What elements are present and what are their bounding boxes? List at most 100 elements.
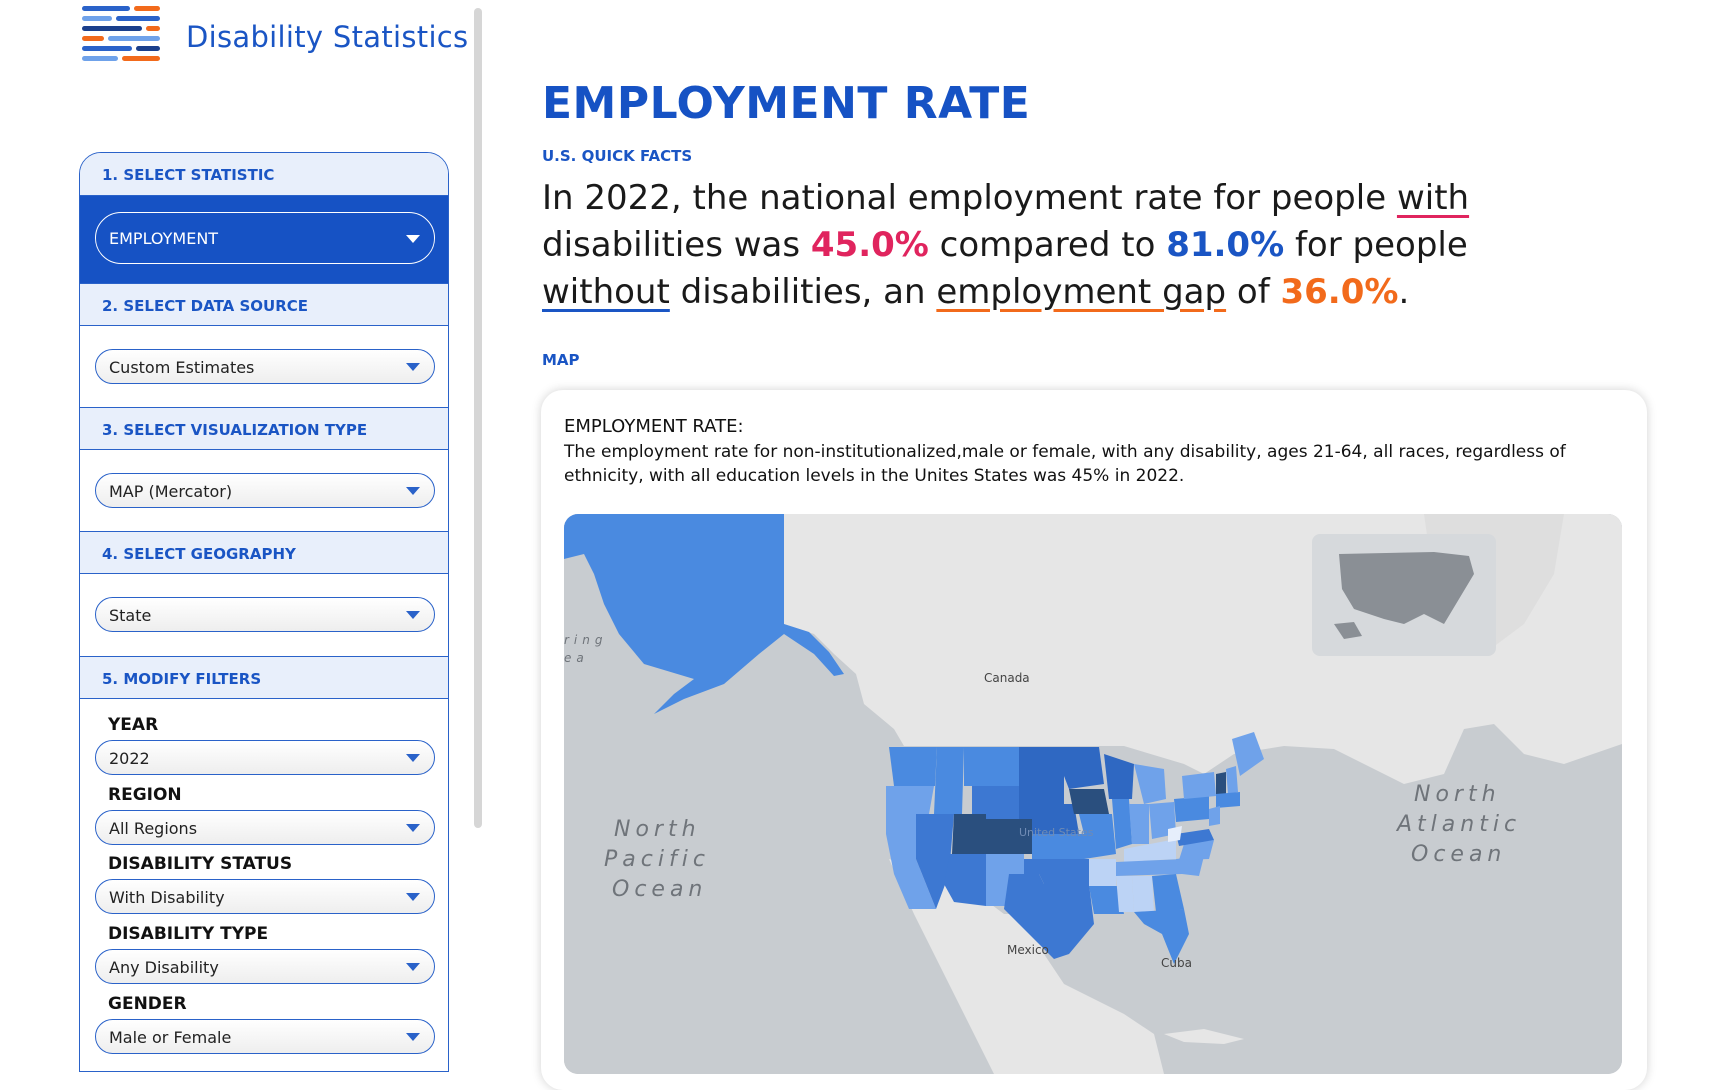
employment-gap-link[interactable]: employment gap — [936, 272, 1227, 312]
label-nao-1: North — [1414, 782, 1501, 807]
inset-us-shape — [1339, 552, 1474, 624]
state-nh[interactable] — [1226, 766, 1238, 794]
without-link[interactable]: without — [542, 272, 670, 312]
choropleth-map[interactable]: Canada Mexico Cuba United States ring ea… — [564, 514, 1622, 1074]
state-fl[interactable] — [1134, 909, 1189, 964]
state-la[interactable] — [1089, 886, 1124, 914]
data-source-select[interactable]: Custom Estimates — [95, 349, 435, 384]
state-wi[interactable] — [1104, 754, 1134, 799]
state-al[interactable] — [1132, 876, 1154, 912]
with-link[interactable]: with — [1396, 178, 1470, 218]
label-mexico: Mexico — [1007, 943, 1049, 957]
gender-select[interactable]: Male or Female — [95, 1019, 435, 1054]
section-heading-statistic: 1. SELECT STATISTIC — [80, 153, 448, 196]
us-states[interactable] — [886, 732, 1264, 964]
visualization-select[interactable]: MAP (Mercator) — [95, 473, 435, 508]
year-select[interactable]: 2022 — [95, 740, 435, 775]
mexico-land — [889, 859, 1164, 1074]
state-mo[interactable] — [1079, 814, 1116, 859]
label-npo-2: Pacific — [604, 847, 710, 872]
state-ky[interactable] — [1124, 839, 1176, 862]
chevron-down-icon — [406, 235, 420, 243]
label-nao-2: Atlantic — [1395, 812, 1521, 837]
state-in[interactable] — [1129, 804, 1149, 844]
map-section-label: MAP — [542, 351, 580, 369]
state-ia[interactable] — [1069, 789, 1109, 814]
inset-alaska-shape — [1334, 622, 1362, 639]
card-description: The employment rate for non-institutiona… — [564, 442, 1566, 486]
alaska-state[interactable] — [564, 514, 844, 714]
control-panel: 1. SELECT STATISTIC EMPLOYMENT 2. SELECT… — [79, 152, 449, 1072]
label-united-states: United States — [1019, 826, 1094, 839]
state-me[interactable] — [1232, 732, 1264, 776]
state-mn[interactable] — [1064, 747, 1104, 789]
gender-value: Male or Female — [109, 1028, 232, 1047]
sidebar: Disability Statistics 1. SELECT STATISTI… — [0, 0, 470, 1072]
state-ca[interactable] — [886, 814, 936, 909]
chevron-down-icon — [406, 1033, 420, 1041]
geography-value: State — [109, 606, 152, 625]
state-tx[interactable] — [1004, 874, 1094, 959]
label-npo-1: North — [614, 817, 701, 842]
state-ar[interactable] — [1089, 859, 1116, 886]
region-select[interactable]: All Regions — [95, 810, 435, 845]
state-sd[interactable] — [1019, 776, 1064, 804]
state-nv[interactable] — [916, 814, 954, 909]
state-ga[interactable] — [1152, 874, 1184, 912]
filter-label-disability-type: DISABILITY TYPE — [108, 924, 269, 944]
state-nc[interactable] — [1179, 840, 1214, 860]
disability-status-select[interactable]: With Disability — [95, 879, 435, 914]
state-nj[interactable] — [1209, 806, 1220, 826]
state-ms[interactable] — [1116, 876, 1134, 912]
filter-label-disability-status: DISABILITY STATUS — [108, 854, 293, 874]
state-or[interactable] — [886, 786, 934, 814]
rate-with-disability: 45.0% — [810, 225, 929, 265]
statistic-select[interactable]: EMPLOYMENT — [95, 212, 435, 264]
chevron-down-icon — [406, 487, 420, 495]
state-wa[interactable] — [889, 747, 937, 786]
quick-fact-text: In 2022, the national employment rate fo… — [542, 178, 1470, 312]
section-heading-data-source: 2. SELECT DATA SOURCE — [80, 283, 448, 326]
state-ny[interactable] — [1182, 772, 1216, 799]
state-wv[interactable] — [1168, 826, 1182, 842]
filter-label-gender: GENDER — [108, 994, 187, 1014]
state-wy[interactable] — [972, 786, 1019, 819]
section-heading-visualization: 3. SELECT VISUALIZATION TYPE — [80, 407, 448, 450]
quick-facts-label: U.S. QUICK FACTS — [542, 147, 693, 165]
state-az[interactable] — [944, 854, 986, 906]
state-sc[interactable] — [1176, 856, 1204, 876]
state-il[interactable] — [1112, 799, 1132, 849]
chevron-down-icon — [406, 363, 420, 371]
page-title: EMPLOYMENT RATE — [542, 78, 1031, 129]
state-ne[interactable] — [1019, 804, 1079, 834]
state-mi[interactable] — [1134, 764, 1166, 804]
section-heading-geography: 4. SELECT GEOGRAPHY — [80, 531, 448, 574]
state-co[interactable] — [986, 819, 1032, 854]
chevron-down-icon — [406, 754, 420, 762]
state-nd[interactable] — [1019, 747, 1064, 776]
state-va[interactable] — [1176, 829, 1214, 846]
state-pa[interactable] — [1174, 796, 1209, 822]
map-svg[interactable]: Canada Mexico Cuba United States ring ea… — [564, 514, 1622, 1074]
state-ma[interactable] — [1216, 792, 1240, 808]
disability-type-select[interactable]: Any Disability — [95, 949, 435, 984]
state-id[interactable] — [934, 747, 964, 814]
state-ks[interactable] — [1032, 834, 1084, 859]
state-mt[interactable] — [964, 747, 1019, 786]
label-nao-3: Ocean — [1411, 842, 1506, 867]
state-tn[interactable] — [1116, 859, 1184, 876]
state-ut[interactable] — [952, 814, 986, 854]
sidebar-scrollbar[interactable] — [474, 8, 482, 828]
filter-label-year: YEAR — [108, 715, 159, 735]
rate-without-disability: 81.0% — [1166, 225, 1285, 265]
state-vt[interactable] — [1216, 772, 1226, 794]
year-value: 2022 — [109, 749, 150, 768]
chevron-down-icon — [406, 893, 420, 901]
filter-label-region: REGION — [108, 785, 182, 805]
logo-icon[interactable] — [82, 6, 160, 68]
state-ok[interactable] — [1024, 859, 1089, 884]
brand-title[interactable]: Disability Statistics — [186, 20, 469, 54]
geography-select[interactable]: State — [95, 597, 435, 632]
region-value: All Regions — [109, 819, 198, 838]
label-canada: Canada — [984, 671, 1030, 685]
